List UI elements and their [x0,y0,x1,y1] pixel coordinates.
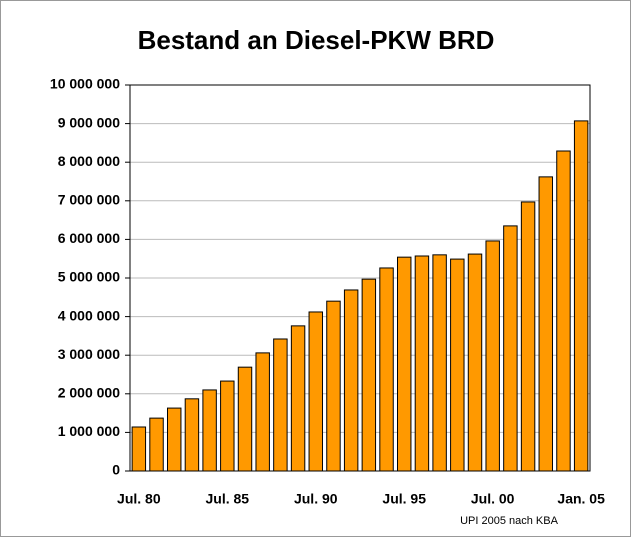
bar [290,325,306,472]
plot-border [129,84,591,472]
y-tick-label: 8 000 000 [58,153,120,169]
bar [237,366,253,472]
bar [467,253,483,472]
bar [220,380,235,472]
bar [361,278,377,472]
bar [131,426,147,472]
bar [573,120,589,472]
y-tick-label: 9 000 000 [58,114,120,130]
bar [414,255,430,472]
x-tick-label: Jan. 05 [557,491,605,507]
bar [485,240,500,472]
bar [503,225,518,472]
y-tick-label: 5 000 000 [58,269,120,285]
bar [149,417,164,472]
bar [343,289,359,472]
bar [202,389,217,472]
bar [379,267,394,472]
y-tick-label: 3 000 000 [58,346,120,362]
y-tick-label: 6 000 000 [58,230,120,246]
y-tick-label: 10 000 000 [50,76,120,92]
bar [450,258,465,472]
bar [184,398,200,472]
x-tick-label: Jul. 80 [117,491,161,507]
bar [432,254,447,472]
bar [255,352,270,472]
bar [538,176,553,472]
x-tick-label: Jul. 00 [471,491,515,507]
y-tick-label: 2 000 000 [58,385,120,401]
chart-title: Bestand an Diesel-PKW BRD [138,25,495,55]
x-tick-label: Jul. 85 [206,491,250,507]
bar [556,150,571,472]
y-tick-label: 0 [112,462,120,478]
bar [167,407,182,472]
annotation: UPI 2005 nach KBA [460,515,559,527]
bar [273,338,288,472]
bar [326,300,341,472]
bar [520,201,536,472]
y-tick-label: 4 000 000 [58,307,120,323]
bar [397,256,412,472]
bar [308,311,323,472]
x-tick-label: Jul. 90 [294,491,338,507]
y-tick-label: 7 000 000 [58,192,120,208]
x-tick-label: Jul. 95 [382,491,426,507]
y-tick-label: 1 000 000 [58,423,120,439]
